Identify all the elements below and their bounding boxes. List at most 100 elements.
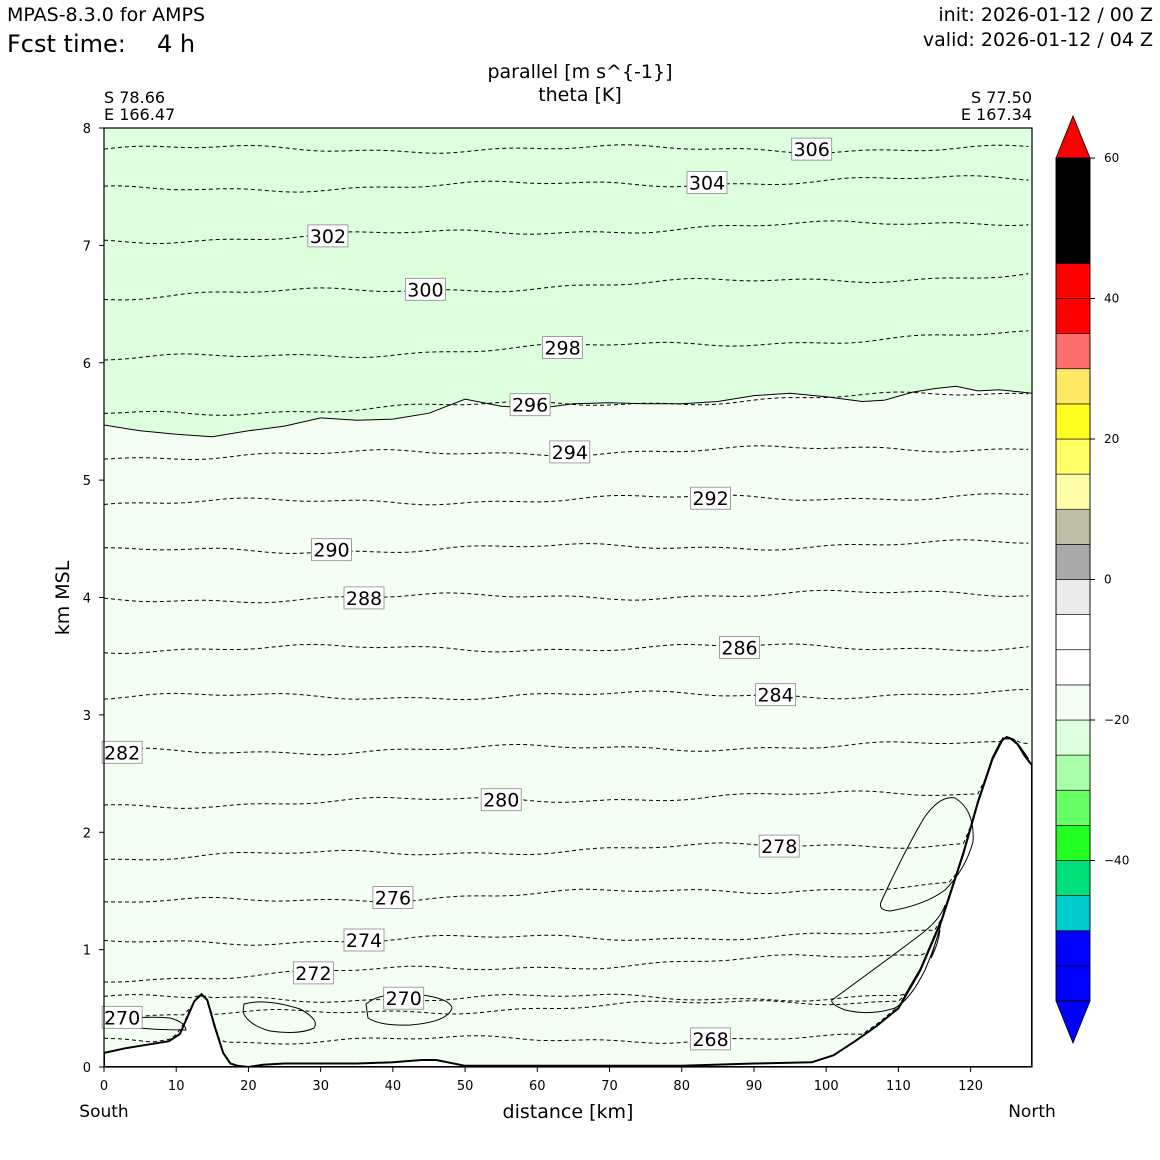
start-point-lat: S 78.66 bbox=[104, 88, 165, 107]
theta-contour-290 bbox=[104, 539, 1029, 554]
colorbar-segment bbox=[1055, 649, 1091, 686]
theta-label: 270 bbox=[104, 1007, 140, 1029]
colorbar-segment bbox=[1055, 368, 1091, 405]
colorbar-tick-label: 20 bbox=[1104, 432, 1119, 446]
init-time: init: 2026-01-12 / 00 Z bbox=[938, 4, 1153, 26]
x-tick-label: 0 bbox=[100, 1079, 108, 1094]
x-tick-label: 70 bbox=[601, 1079, 618, 1094]
theta-label-box bbox=[758, 834, 800, 858]
x-tick-label: 30 bbox=[312, 1079, 329, 1094]
colorbar-segment bbox=[1055, 403, 1091, 440]
x-tick-label: 100 bbox=[814, 1079, 839, 1094]
end-point-lon: E 167.34 bbox=[961, 105, 1032, 124]
y-tick-label: 6 bbox=[83, 357, 91, 372]
y-tick-label: 3 bbox=[83, 709, 91, 724]
chart-title-line-1: parallel [m s^{-1}] bbox=[487, 61, 672, 83]
theta-label: 292 bbox=[692, 488, 728, 510]
colorbar-tick-label: 40 bbox=[1104, 292, 1119, 306]
theta-contour-272 bbox=[104, 736, 1029, 983]
theta-label-box bbox=[383, 986, 425, 1010]
x-axis: 0 10 20 30 40 50 60 70 80 90 100 110 120 bbox=[100, 1067, 983, 1094]
theta-label: 278 bbox=[761, 836, 797, 858]
theta-label: 298 bbox=[544, 338, 580, 360]
model-title: MPAS-8.3.0 for AMPS bbox=[7, 4, 206, 26]
y-axis-label: km MSL bbox=[52, 560, 74, 635]
colorbar-segment bbox=[1055, 438, 1091, 475]
y-tick-label: 4 bbox=[83, 592, 91, 607]
colorbar-segment bbox=[1055, 473, 1091, 510]
theta-label-box bbox=[549, 440, 591, 464]
theta-contour-268 bbox=[104, 736, 1029, 1045]
theta-label-box bbox=[690, 486, 731, 510]
theta-label: 286 bbox=[721, 638, 757, 660]
end-point-lat: S 77.50 bbox=[971, 88, 1032, 107]
x-tick-label: 40 bbox=[385, 1079, 402, 1094]
colorbar-segment bbox=[1055, 754, 1091, 791]
wind-cell-slope-lower bbox=[831, 904, 946, 1014]
colorbar-segment bbox=[1055, 684, 1091, 721]
x-tick-label: 20 bbox=[240, 1079, 257, 1094]
colorbar-extend-min bbox=[1055, 1000, 1091, 1045]
theta-label-box bbox=[372, 886, 414, 909]
theta-label: 294 bbox=[552, 442, 588, 464]
theta-contour-284 bbox=[104, 689, 1029, 701]
chart-title-line-2: theta [K] bbox=[538, 84, 622, 106]
wind-zero-contour bbox=[104, 385, 1032, 438]
colorbar-segment bbox=[1055, 895, 1091, 931]
theta-label-box bbox=[311, 538, 352, 562]
lower-wind-region bbox=[104, 386, 1032, 1067]
y-tick-label: 7 bbox=[83, 239, 91, 254]
wind-cell-slope-upper bbox=[879, 797, 974, 912]
y-tick-label: 2 bbox=[83, 826, 91, 841]
theta-contour-274 bbox=[104, 736, 1029, 946]
x-tick-label: 60 bbox=[529, 1079, 546, 1094]
forecast-time-value: 4 h bbox=[157, 30, 196, 58]
colorbar-segment bbox=[1055, 965, 1091, 1002]
colorbar-segment bbox=[1055, 789, 1091, 826]
theta-label-box bbox=[686, 171, 728, 195]
theta-label-box bbox=[307, 224, 349, 248]
theta-label: 296 bbox=[512, 395, 548, 417]
theta-label: 268 bbox=[692, 1029, 728, 1051]
colorbar-segment bbox=[1055, 508, 1091, 545]
x-axis-label: distance [km] bbox=[503, 1101, 634, 1123]
theta-label-box bbox=[480, 788, 522, 812]
theta-label: 280 bbox=[483, 790, 519, 812]
colorbar-segment bbox=[1055, 579, 1091, 615]
colorbar-extend-max bbox=[1055, 114, 1091, 159]
theta-label-box bbox=[719, 636, 760, 659]
x-end-label-north: North bbox=[1008, 1102, 1056, 1122]
theta-label-box bbox=[404, 277, 446, 301]
colorbar-segment bbox=[1055, 930, 1091, 967]
y-axis: 0 1 2 3 4 5 6 7 8 bbox=[83, 122, 104, 1076]
theta-label: 290 bbox=[313, 540, 349, 562]
theta-label: 284 bbox=[757, 685, 793, 707]
colorbar-segment bbox=[1055, 157, 1091, 194]
theta-label-box bbox=[791, 137, 833, 161]
y-tick-label: 5 bbox=[83, 474, 91, 489]
colorbar-tick-label: −20 bbox=[1104, 713, 1129, 727]
colorbar-tick-label: −40 bbox=[1104, 854, 1129, 868]
colorbar-segment bbox=[1055, 228, 1091, 264]
theta-contour-282 bbox=[104, 736, 1029, 756]
theta-contour-286 bbox=[104, 643, 1029, 654]
y-tick-label: 8 bbox=[83, 122, 91, 137]
theta-label: 270 bbox=[386, 988, 422, 1010]
theta-contour-278 bbox=[104, 736, 1029, 861]
colorbar-segment bbox=[1055, 192, 1091, 229]
theta-label: 288 bbox=[346, 588, 382, 610]
x-tick-label: 90 bbox=[746, 1079, 763, 1094]
theta-label-box bbox=[509, 393, 551, 417]
theta-contour-276 bbox=[104, 736, 1029, 903]
theta-label: 304 bbox=[689, 173, 725, 195]
x-tick-label: 80 bbox=[673, 1079, 690, 1094]
theta-contour-labels: 306 304 302 300 298 296 294 292 290 288 286 284 282 2… bbox=[101, 137, 833, 1051]
start-point-lon: E 166.47 bbox=[104, 105, 175, 124]
theta-contour-306 bbox=[104, 144, 1029, 154]
theta-contour-296 bbox=[104, 391, 1029, 416]
theta-label-box bbox=[343, 586, 385, 610]
theta-label-box bbox=[101, 740, 143, 764]
theta-label-box bbox=[101, 1005, 143, 1029]
theta-contour-292 bbox=[104, 493, 1029, 506]
theta-contour-302 bbox=[104, 220, 1029, 244]
